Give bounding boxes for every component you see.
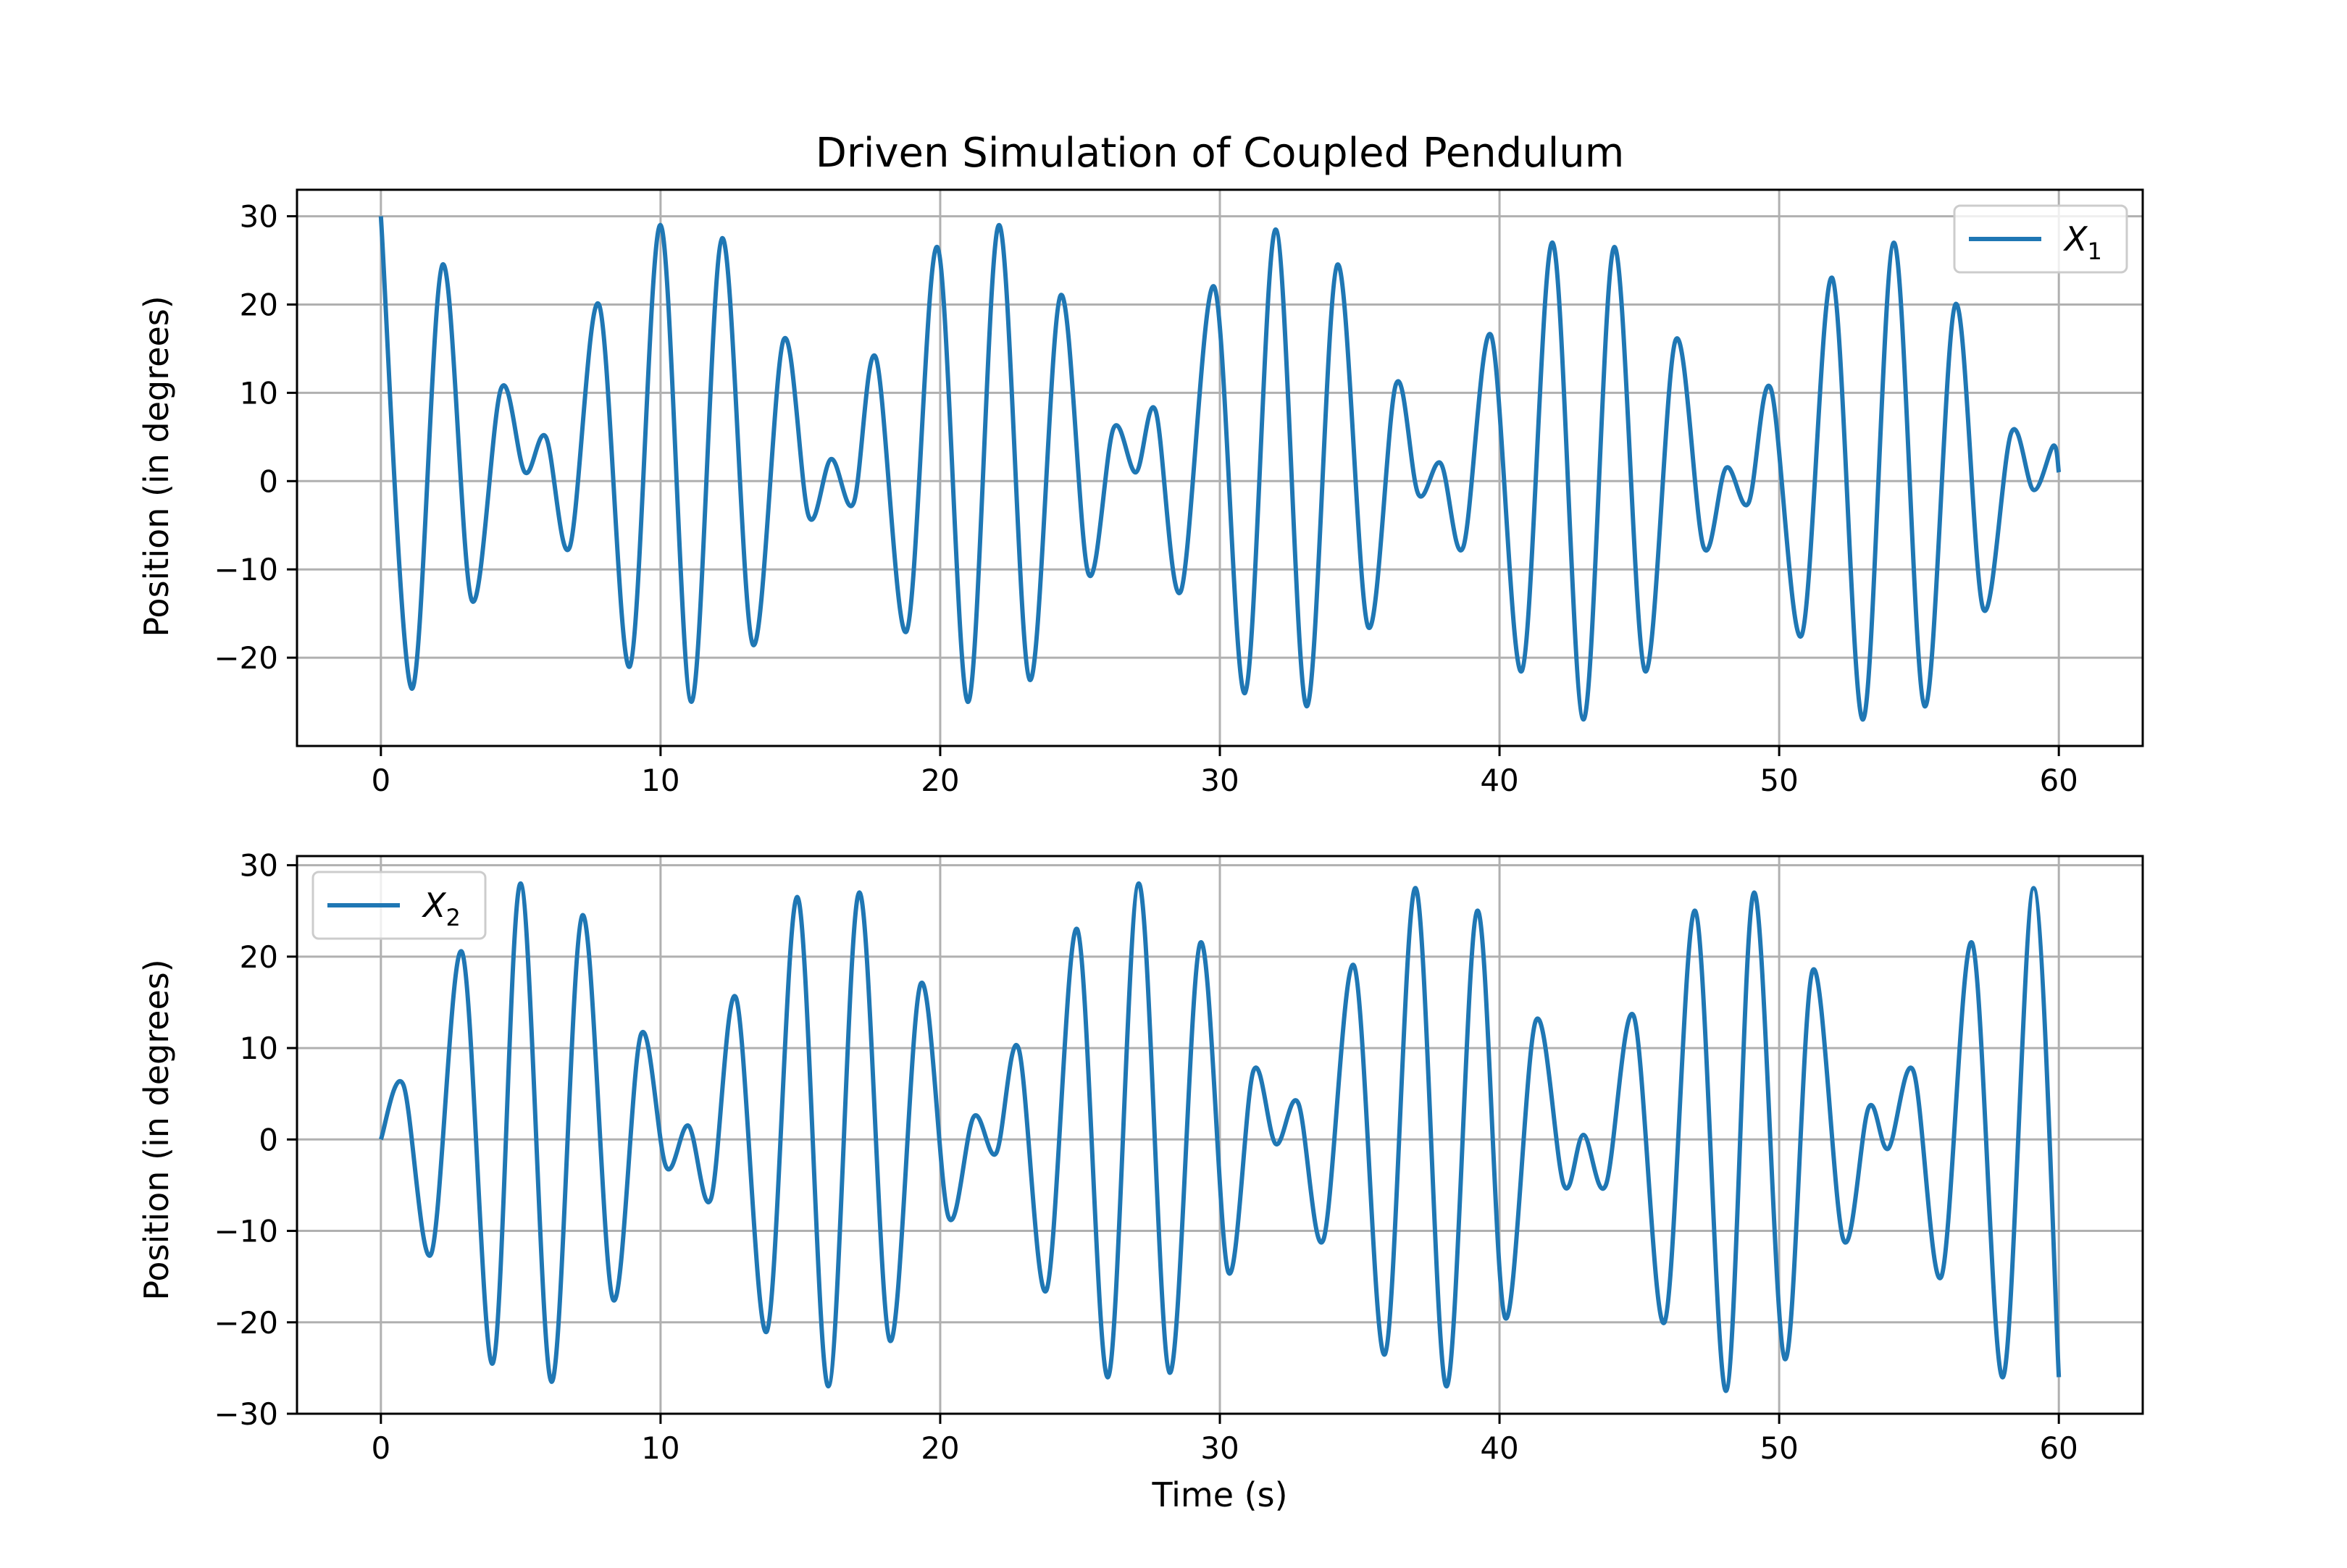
series-line-x2	[378, 881, 2062, 1393]
chart-title: Driven Simulation of Coupled Pendulum	[816, 130, 1625, 177]
x-tick-label: 30	[1200, 763, 1239, 798]
x-tick-label: 10	[641, 1430, 679, 1466]
y-tick-label: 30	[240, 199, 278, 235]
y-tick-label: 30	[240, 848, 278, 884]
y-tick-label: −10	[214, 1214, 278, 1249]
bottom-x-axis-label: Time (s)	[1151, 1475, 1287, 1514]
x-tick-label: 30	[1200, 1430, 1239, 1466]
legend-label-subscript: 2	[446, 904, 461, 931]
x-tick-label: 60	[2039, 1430, 2078, 1466]
y-tick-label: 0	[259, 1122, 278, 1157]
y-tick-label: 20	[240, 939, 278, 975]
x-tick-label: 40	[1480, 1430, 1518, 1466]
legend: X1	[1953, 204, 2128, 274]
x-tick-label: 10	[641, 763, 679, 798]
y-tick-label: −30	[214, 1396, 278, 1432]
y-tick-label: 0	[259, 464, 278, 499]
y-tick-label: 10	[240, 375, 278, 411]
top-y-axis-label: Position (in degrees)	[137, 295, 176, 637]
y-tick-label: −20	[214, 640, 278, 676]
y-tick-label: 20	[240, 287, 278, 322]
x-tick-label: 50	[1760, 763, 1798, 798]
x-tick-label: 20	[921, 1430, 959, 1466]
series-line-x1	[378, 216, 2062, 722]
legend-label-subscript: 1	[2088, 238, 2102, 265]
top-panel: 0 10 20 30 40 50 60 −20 −10 0 10 20 30 X1	[214, 188, 2144, 798]
bottom-panel: 0 10 20 30 40 50 60 −30 −20 −10 0 10 20 30 X2	[214, 848, 2144, 1466]
y-tick-label: 10	[240, 1031, 278, 1066]
legend: X2	[311, 871, 487, 940]
y-tick-label: −10	[214, 552, 278, 587]
x-tick-label: 0	[371, 763, 390, 798]
x-tick-label: 60	[2039, 763, 2078, 798]
bottom-y-axis-label: Position (in degrees)	[137, 959, 176, 1300]
x-tick-label: 50	[1760, 1430, 1798, 1466]
x-tick-label: 20	[921, 763, 959, 798]
x-tick-label: 40	[1480, 763, 1518, 798]
y-tick-label: −20	[214, 1305, 278, 1341]
x-tick-label: 0	[371, 1430, 390, 1466]
